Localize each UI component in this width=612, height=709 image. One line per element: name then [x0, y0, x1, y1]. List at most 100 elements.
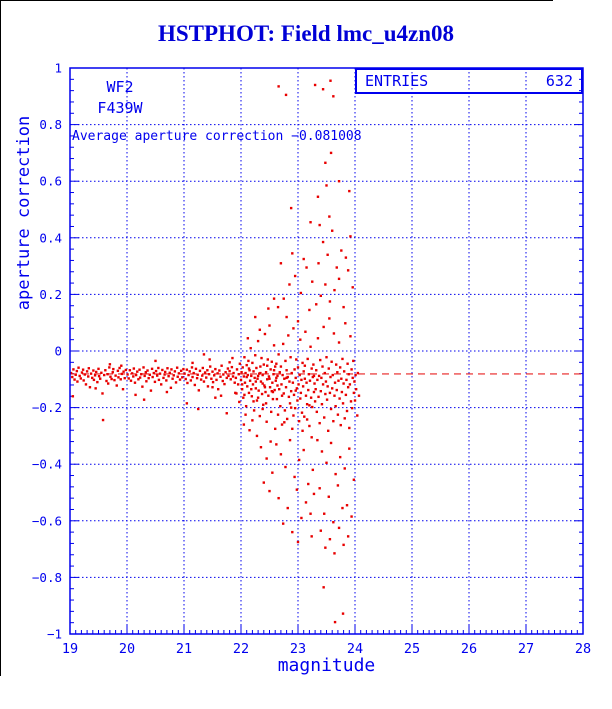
data-point [257, 389, 260, 392]
data-point [312, 363, 315, 366]
data-point [140, 373, 143, 376]
data-point [326, 385, 329, 388]
data-point [269, 440, 272, 443]
data-point [274, 427, 277, 431]
data-point [272, 297, 276, 300]
data-point [227, 374, 230, 378]
y-tick-label--0.8: −0.8 [32, 570, 62, 585]
data-point [354, 373, 357, 377]
data-point [259, 446, 263, 449]
data-point [330, 360, 333, 363]
data-point [324, 161, 327, 165]
data-point [251, 361, 254, 365]
data-point [197, 407, 200, 411]
data-point [301, 361, 304, 365]
data-point [161, 368, 164, 372]
data-point [289, 206, 293, 210]
data-point [310, 367, 313, 370]
data-point [91, 376, 94, 380]
data-point [357, 394, 361, 397]
data-point [336, 413, 340, 416]
data-point [308, 404, 311, 407]
data-point [327, 367, 330, 370]
data-point [150, 367, 154, 371]
x-tick-label-23: 23 [290, 641, 306, 657]
data-point [333, 620, 337, 624]
data-point [350, 368, 353, 371]
data-point [240, 388, 244, 391]
data-point [335, 388, 338, 392]
data-point [329, 407, 333, 411]
data-point [262, 363, 265, 366]
data-point [181, 376, 184, 379]
data-point [261, 382, 264, 385]
data-point [328, 391, 332, 395]
data-point [281, 342, 285, 346]
data-point [295, 358, 298, 361]
data-point [242, 375, 246, 378]
data-point [287, 334, 290, 337]
data-point [245, 363, 248, 367]
data-point [263, 332, 267, 336]
data-point [348, 383, 352, 386]
data-point [138, 376, 142, 379]
data-point [293, 475, 296, 479]
data-point [264, 371, 268, 374]
data-point [133, 381, 137, 384]
data-point [198, 369, 202, 373]
data-point [89, 372, 93, 375]
data-point [114, 374, 117, 377]
data-point [230, 365, 234, 369]
data-point [104, 369, 107, 372]
data-point [219, 394, 223, 397]
data-point [163, 370, 167, 374]
data-point [247, 391, 251, 395]
x-axis-title: magnitude [277, 655, 376, 676]
data-point [195, 376, 199, 380]
data-point [319, 294, 322, 298]
data-point [324, 546, 327, 549]
data-point [223, 382, 226, 386]
data-point [144, 371, 148, 374]
data-point [248, 429, 251, 432]
data-point [291, 427, 294, 431]
data-point [289, 406, 293, 409]
data-point [293, 274, 297, 278]
data-point [92, 369, 95, 372]
data-point [325, 356, 328, 359]
data-point [118, 366, 121, 370]
x-tick-label-19: 19 [62, 641, 78, 657]
data-point [321, 365, 324, 368]
data-point [182, 367, 185, 371]
data-point [251, 419, 254, 422]
data-point [268, 324, 271, 327]
data-point [353, 399, 357, 402]
data-point [319, 389, 322, 393]
data-point [312, 390, 316, 394]
data-point [209, 365, 212, 368]
data-point [173, 370, 177, 373]
data-point [356, 371, 360, 375]
data-point [316, 337, 320, 340]
data-point [193, 383, 197, 387]
camera-label: WF2 [106, 78, 134, 96]
data-point [284, 465, 287, 469]
data-point [254, 387, 258, 390]
data-point [329, 79, 332, 82]
data-point [249, 346, 252, 350]
data-point [79, 377, 83, 380]
data-point [101, 392, 104, 395]
data-point [279, 365, 283, 368]
data-point [297, 383, 300, 386]
data-point [286, 506, 289, 510]
data-point [100, 371, 103, 374]
data-point [149, 389, 153, 392]
data-point [334, 363, 338, 366]
data-point [291, 381, 295, 384]
data-point [71, 395, 75, 398]
data-point [211, 386, 214, 389]
data-point [305, 381, 308, 384]
data-point [268, 386, 272, 389]
data-point [327, 429, 330, 433]
